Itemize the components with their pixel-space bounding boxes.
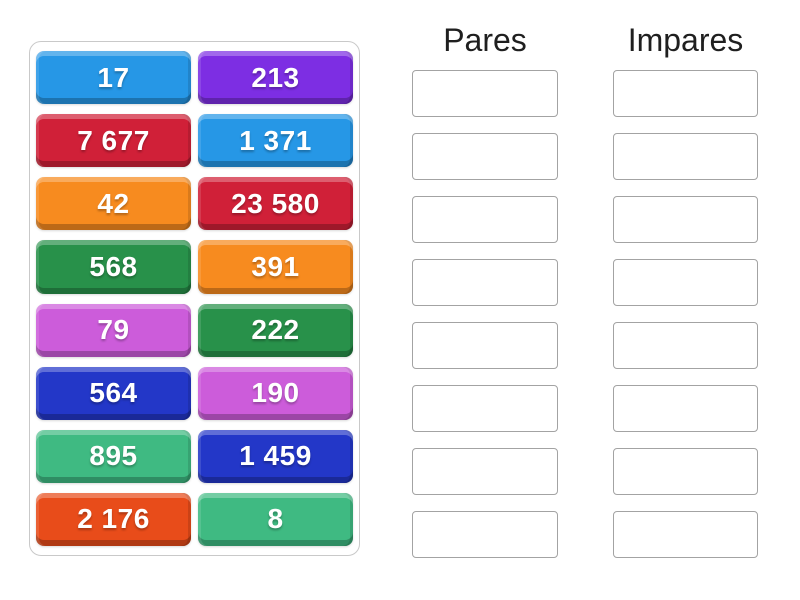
drop-slot-impares[interactable] [613, 511, 758, 558]
number-tile[interactable]: 23 580 [198, 177, 353, 231]
drop-slot-pares[interactable] [412, 511, 558, 558]
drop-slot-pares[interactable] [412, 196, 558, 243]
drop-slot-pares[interactable] [412, 133, 558, 180]
drop-slot-pares[interactable] [412, 70, 558, 117]
number-tile[interactable]: 2 176 [36, 492, 191, 546]
drop-slot-impares[interactable] [613, 70, 758, 117]
number-tile[interactable]: 391 [198, 240, 353, 294]
number-tile[interactable]: 1 459 [198, 429, 353, 483]
group-column-impares: Impares [613, 22, 758, 574]
drop-slot-impares[interactable] [613, 196, 758, 243]
drop-slot-pares[interactable] [412, 448, 558, 495]
number-tile[interactable]: 213 [198, 51, 353, 105]
drop-slot-impares[interactable] [613, 133, 758, 180]
group-header-impares: Impares [627, 22, 744, 58]
drop-slot-impares[interactable] [613, 448, 758, 495]
number-tile[interactable]: 7 677 [36, 114, 191, 168]
drop-slot-pares[interactable] [412, 385, 558, 432]
number-tile[interactable]: 79 [36, 303, 191, 357]
tile-panel: 17 213 7 677 1 371 42 23 580 568 391 79 … [29, 41, 360, 556]
number-tile[interactable]: 8 [198, 492, 353, 546]
drop-slot-pares[interactable] [412, 259, 558, 306]
number-tile[interactable]: 17 [36, 51, 191, 105]
number-tile[interactable]: 42 [36, 177, 191, 231]
group-header-pares: Pares [443, 22, 527, 58]
drop-slot-pares[interactable] [412, 322, 558, 369]
number-tile[interactable]: 564 [36, 366, 191, 420]
number-tile[interactable]: 895 [36, 429, 191, 483]
number-tile[interactable]: 568 [36, 240, 191, 294]
number-tile[interactable]: 1 371 [198, 114, 353, 168]
drop-slot-impares[interactable] [613, 385, 758, 432]
number-tile[interactable]: 222 [198, 303, 353, 357]
number-tile[interactable]: 190 [198, 366, 353, 420]
drop-slot-impares[interactable] [613, 259, 758, 306]
drop-slot-impares[interactable] [613, 322, 758, 369]
group-column-pares: Pares [412, 22, 558, 574]
